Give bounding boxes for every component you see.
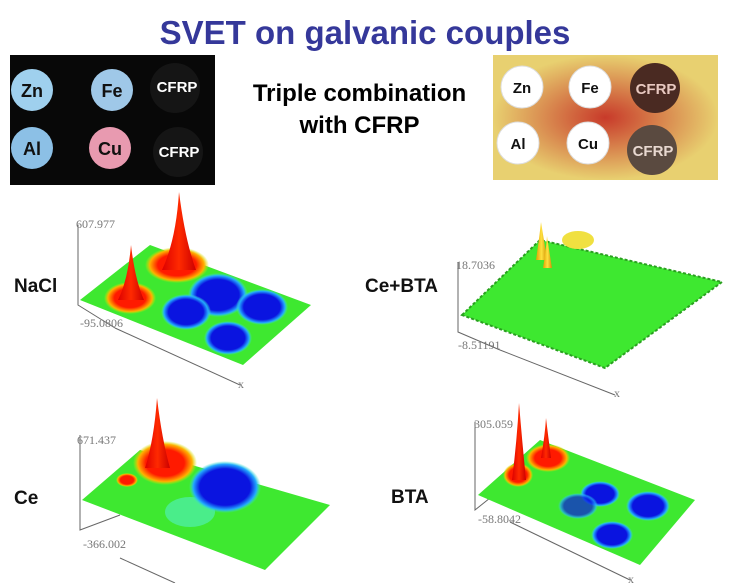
plot-label-ce: Ce — [14, 488, 39, 509]
slide-title: SVET on galvanic couples — [159, 14, 571, 51]
zmax-ce-bta: 18.7036 — [456, 258, 495, 272]
subtitle-line-2: with CFRP — [299, 112, 420, 139]
plot-label-ce-bta: Ce+BTA — [365, 276, 439, 297]
photo-sample-right: Zn Fe CFRP Al Cu CFRP — [493, 55, 718, 180]
svet-map-nacl — [77, 192, 311, 386]
photo-left-label-zn: Zn — [21, 81, 43, 101]
zmin-bta: -58.8042 — [478, 512, 521, 526]
photo-right-label-zn: Zn — [513, 80, 531, 97]
photo-left-label-cfrp-1: CFRP — [157, 79, 198, 96]
photo-left-label-cu: Cu — [98, 139, 122, 159]
zmin-ce-bta: -8.51191 — [458, 338, 501, 352]
photo-right-label-fe: Fe — [581, 80, 599, 97]
svet-map-ce-bta — [457, 222, 725, 396]
plot-label-bta: BTA — [391, 487, 429, 508]
zmax-ce: 671.437 — [77, 433, 116, 447]
photo-right-label-cfrp-1: CFRP — [636, 81, 677, 98]
plot-label-nacl: NaCl — [14, 276, 58, 297]
photo-left-label-cfrp-2: CFRP — [159, 144, 200, 161]
zmin-ce: -366.002 — [83, 537, 126, 551]
zmax-nacl: 607.977 — [76, 217, 115, 231]
svet-map-ce — [79, 398, 330, 583]
x-axis-label-bta: x — [628, 572, 634, 583]
photo-sample-left: Zn Fe CFRP Al Cu CFRP — [10, 55, 215, 185]
x-axis-label-nacl: x — [238, 377, 244, 391]
photo-left-label-al: Al — [23, 139, 41, 159]
x-axis-label-ce-bta: x — [614, 386, 620, 400]
photo-right-label-cfrp-2: CFRP — [633, 143, 674, 160]
svet-map-bta — [474, 403, 695, 581]
zmax-bta: 305.059 — [474, 417, 513, 431]
subtitle-line-1: Triple combination — [252, 80, 467, 107]
photo-right-label-cu: Cu — [578, 136, 598, 153]
photo-right-label-al: Al — [511, 136, 526, 153]
zmin-nacl: -95.0806 — [80, 316, 123, 330]
photo-left-label-fe: Fe — [101, 81, 122, 101]
